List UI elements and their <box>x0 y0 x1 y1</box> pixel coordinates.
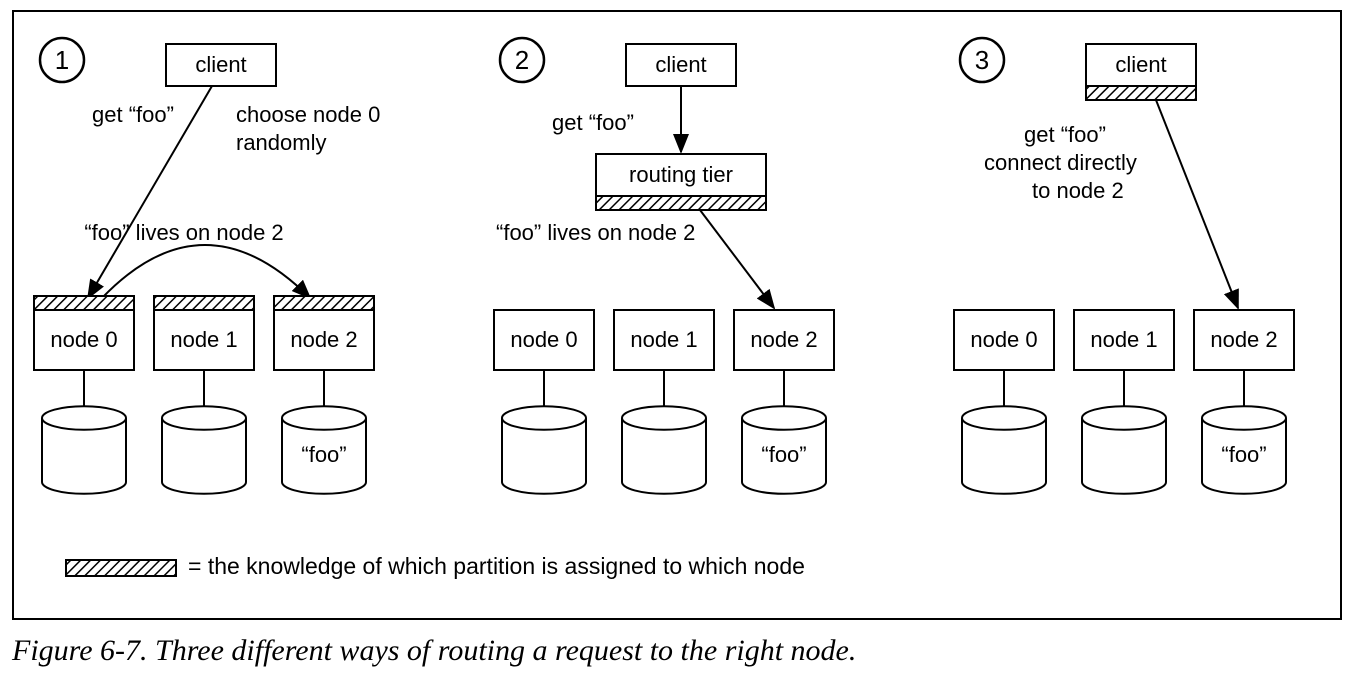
panel-3-cylinder-2-label: “foo” <box>1221 442 1266 467</box>
panel-2-cylinder-1-top <box>622 406 706 430</box>
panel-2-arrow-1 <box>700 210 774 308</box>
panel-2-routing-tier-label: routing tier <box>629 162 733 187</box>
panel-2-routing-tier-hatch <box>596 196 766 210</box>
panel-3-client-label: client <box>1115 52 1166 77</box>
panel-2-node-2-label: node 2 <box>750 327 817 352</box>
panel-1-cylinder-2-label: “foo” <box>301 442 346 467</box>
panel-1-node-2-hatch <box>274 296 374 310</box>
panel-1-annotation-2: randomly <box>236 130 326 155</box>
panel-1-client-label: client <box>195 52 246 77</box>
panel-3-annotation-0: get “foo” <box>1024 122 1106 147</box>
panel-2-client-label: client <box>655 52 706 77</box>
panel-1-cylinder-0-top <box>42 406 126 430</box>
panel-2-cylinder-2-top <box>742 406 826 430</box>
panel-1-arrow-1 <box>102 245 310 298</box>
panel-3-client-hatch <box>1086 86 1196 100</box>
panel-2-node-1-label: node 1 <box>630 327 697 352</box>
diagram-frame: 1 client get “foo” choose node 0 randomly “fo… <box>12 10 1342 620</box>
panel-3-annotation-1: connect directly <box>984 150 1137 175</box>
panel-2-annotation-0: get “foo” <box>552 110 634 135</box>
panel-1-cylinder-2-top <box>282 406 366 430</box>
panel-3-node-2-label: node 2 <box>1210 327 1277 352</box>
panel-1-cylinder-1-top <box>162 406 246 430</box>
panel-1-node-0-hatch <box>34 296 134 310</box>
panel-3-cylinder-1-top <box>1082 406 1166 430</box>
panel-2-annotation-1: “foo” lives on node 2 <box>496 220 695 245</box>
panel-2-number: 2 <box>515 45 529 75</box>
panel-3-annotation-2: to node 2 <box>1032 178 1124 203</box>
panel-1-annotation-0: get “foo” <box>92 102 174 127</box>
page: 1 client get “foo” choose node 0 randomly “fo… <box>0 0 1354 694</box>
panel-1-node-0-label: node 0 <box>50 327 117 352</box>
panel-1-node-1-hatch <box>154 296 254 310</box>
panel-1-node-1-label: node 1 <box>170 327 237 352</box>
legend-text: = the knowledge of which partition is as… <box>188 553 805 579</box>
panel-3-cylinder-0-top <box>962 406 1046 430</box>
figure-caption: Figure 6-7. Three different ways of rout… <box>12 634 856 668</box>
panel-1-number: 1 <box>55 45 69 75</box>
panel-1-annotation-1: choose node 0 <box>236 102 380 127</box>
panel-2-cylinder-0-top <box>502 406 586 430</box>
legend-hatch-icon <box>66 560 176 576</box>
panel-2-cylinder-2-label: “foo” <box>761 442 806 467</box>
panel-3-cylinder-2-top <box>1202 406 1286 430</box>
panel-1-annotation-3: “foo” lives on node 2 <box>84 220 283 245</box>
panel-3-arrow-0 <box>1156 100 1238 308</box>
panel-3-number: 3 <box>975 45 989 75</box>
panel-1-node-2-label: node 2 <box>290 327 357 352</box>
panel-3-node-1-label: node 1 <box>1090 327 1157 352</box>
diagram-svg: 1 client get “foo” choose node 0 randomly “fo… <box>14 12 1340 618</box>
panel-2-node-0-label: node 0 <box>510 327 577 352</box>
panel-3-node-0-label: node 0 <box>970 327 1037 352</box>
